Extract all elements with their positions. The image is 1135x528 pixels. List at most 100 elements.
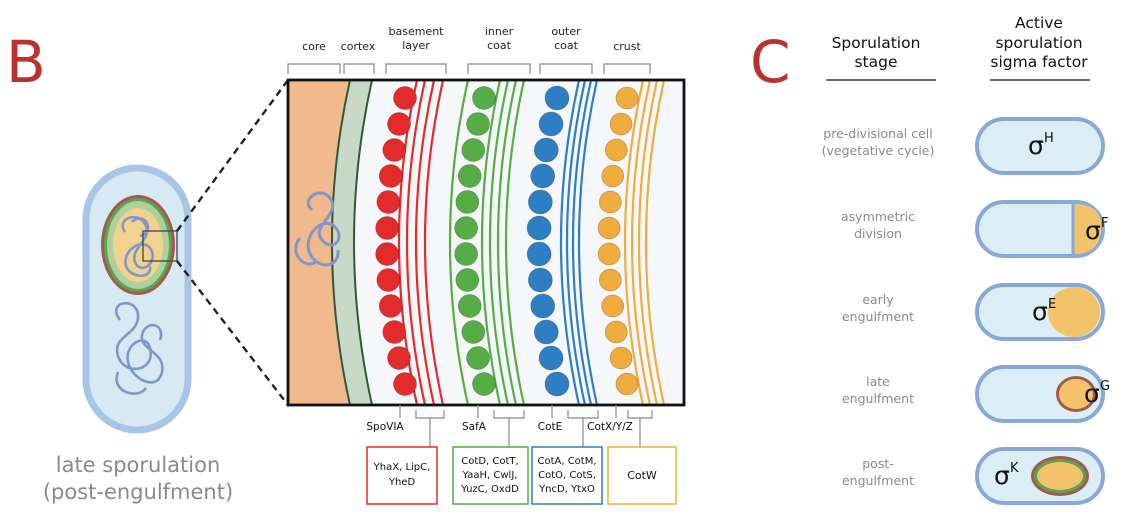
box-green bbox=[452, 446, 529, 505]
layers-frame bbox=[286, 78, 686, 407]
membrane-arc-15 bbox=[637, 80, 659, 405]
layer-label-outer-2: coat bbox=[554, 39, 579, 52]
membrane-arc-16 bbox=[644, 80, 666, 405]
crust-bead-7 bbox=[598, 268, 622, 292]
box-red bbox=[366, 446, 438, 505]
stage-label-2-0: early bbox=[862, 292, 894, 307]
sigma-sup-3: G bbox=[1100, 379, 1110, 394]
zoom-line-top bbox=[176, 79, 289, 232]
crust-bead-11 bbox=[615, 372, 639, 396]
gene-connector-10 bbox=[627, 410, 653, 419]
inner-coat-bead-2 bbox=[461, 138, 486, 162]
crust-bead-2 bbox=[604, 138, 628, 162]
crust-bead-4 bbox=[598, 190, 622, 214]
basement-bead-7 bbox=[376, 268, 401, 292]
zoom-line-bottom bbox=[176, 260, 289, 406]
outer-coat-bead-4 bbox=[527, 189, 553, 215]
stage-row-4: post-engulfment σ K bbox=[842, 447, 1105, 505]
inner-coat-bead-0 bbox=[472, 86, 496, 110]
late-sporulation-cell bbox=[82, 164, 192, 434]
membrane-arc-2 bbox=[414, 80, 436, 405]
panel-label-c: C bbox=[750, 28, 791, 96]
stage-label-4-0: post- bbox=[862, 456, 894, 471]
stage-label-3-0: late bbox=[866, 374, 890, 389]
basement-bead-1 bbox=[387, 112, 411, 136]
gene-label-safa: SafA bbox=[462, 421, 487, 433]
col-header-sigma-2: sporulation bbox=[995, 34, 1082, 52]
box-red-line2: YheD bbox=[388, 477, 416, 488]
outer-coat-bead-3 bbox=[530, 163, 556, 189]
layer-label-core: core bbox=[302, 40, 326, 53]
box-blue-line2: CotO, CotS, bbox=[538, 470, 596, 481]
sigma-symbol-2: σ bbox=[1032, 297, 1048, 326]
outer-coat-bead-1 bbox=[538, 111, 564, 137]
sigma-symbol-0: σ bbox=[1028, 131, 1044, 160]
basement-bead-5 bbox=[375, 216, 400, 240]
col-header-sigma-3: sigma factor bbox=[990, 53, 1088, 71]
layer-brackets bbox=[287, 63, 651, 74]
layer-label-outer-1: outer bbox=[551, 25, 581, 38]
membrane-arc-12 bbox=[577, 80, 599, 405]
stage-label-1-0: asymmetric bbox=[841, 209, 915, 224]
inner-coat-bead-3 bbox=[457, 164, 482, 188]
basement-bead-2 bbox=[382, 138, 407, 162]
basement-bead-8 bbox=[378, 294, 403, 318]
membrane-arc-5 bbox=[480, 80, 502, 405]
crust-bead-8 bbox=[601, 294, 625, 318]
box-blue bbox=[531, 446, 603, 505]
inner-coat-bead-5 bbox=[454, 216, 479, 240]
layer-label-cortex: cortex bbox=[341, 40, 376, 53]
inner-coat-bead-7 bbox=[455, 268, 480, 292]
crust-bead-0 bbox=[615, 86, 639, 110]
sigma-sup-0: H bbox=[1044, 131, 1054, 146]
forespore-2 bbox=[1048, 287, 1100, 337]
inner-coat-bead-11 bbox=[472, 372, 496, 396]
top-bracket-4 bbox=[539, 63, 593, 74]
outer-coat-bead-9 bbox=[533, 319, 559, 345]
box-green-line2: YaaH, CwlJ, bbox=[462, 470, 518, 481]
top-bracket-0 bbox=[287, 63, 341, 74]
col-header-stage-1: Sporulation bbox=[832, 34, 921, 52]
basement-bead-0 bbox=[393, 86, 417, 110]
box-blue-line3: YncD, YtxO bbox=[538, 484, 595, 495]
forespore-3 bbox=[1059, 379, 1093, 409]
box-red-line1: YhaX, LipC, bbox=[373, 462, 431, 473]
layer-label-basement-2: layer bbox=[402, 39, 430, 52]
outer-coat-bead-7 bbox=[527, 267, 553, 293]
membrane-arc-1 bbox=[405, 80, 427, 405]
cortex-region bbox=[331, 80, 374, 405]
box-orange-line1: CotW bbox=[627, 469, 657, 482]
box-orange bbox=[607, 446, 677, 505]
stage-row-1: asymmetric division σ F bbox=[841, 200, 1108, 258]
outer-coat-bead-6 bbox=[526, 241, 552, 267]
gene-connector-7 bbox=[567, 410, 599, 419]
sigma-symbol-1: σ bbox=[1085, 216, 1101, 245]
crust-bead-10 bbox=[609, 346, 633, 370]
stage-row-2: early engulfment σ E bbox=[842, 283, 1105, 341]
membrane-arc-8 bbox=[504, 80, 526, 405]
gene-connectors bbox=[399, 405, 653, 447]
basement-bead-10 bbox=[387, 346, 411, 370]
crust-bead-3 bbox=[601, 164, 625, 188]
crust-bead-9 bbox=[604, 320, 628, 344]
top-bracket-5 bbox=[603, 63, 651, 74]
spore-coat-layers bbox=[286, 78, 686, 407]
crust-bead-1 bbox=[609, 112, 633, 136]
stage-label-0-0: pre-divisional cell bbox=[823, 126, 932, 141]
basement-bead-9 bbox=[382, 320, 407, 344]
membrane-arc-7 bbox=[496, 80, 518, 405]
spore-4 bbox=[1037, 462, 1083, 490]
sigma-sup-4: K bbox=[1010, 461, 1019, 476]
outer-coat-bead-2 bbox=[533, 137, 559, 163]
outer-coat-bead-0 bbox=[544, 85, 570, 111]
membrane-arc-9 bbox=[559, 80, 581, 405]
layer-label-crust: crust bbox=[613, 40, 641, 53]
col-header-stage-2: stage bbox=[854, 53, 897, 71]
gene-label-cote: CotE bbox=[538, 421, 563, 433]
basement-bead-6 bbox=[375, 242, 400, 266]
membrane-arc-13 bbox=[623, 80, 645, 405]
inner-coat-bead-6 bbox=[454, 242, 479, 266]
membrane-arc-14 bbox=[630, 80, 652, 405]
gene-label-cotxyz: CotX/Y/Z bbox=[587, 421, 633, 433]
cell-caption-line2: (post-engulfment) bbox=[43, 480, 233, 504]
